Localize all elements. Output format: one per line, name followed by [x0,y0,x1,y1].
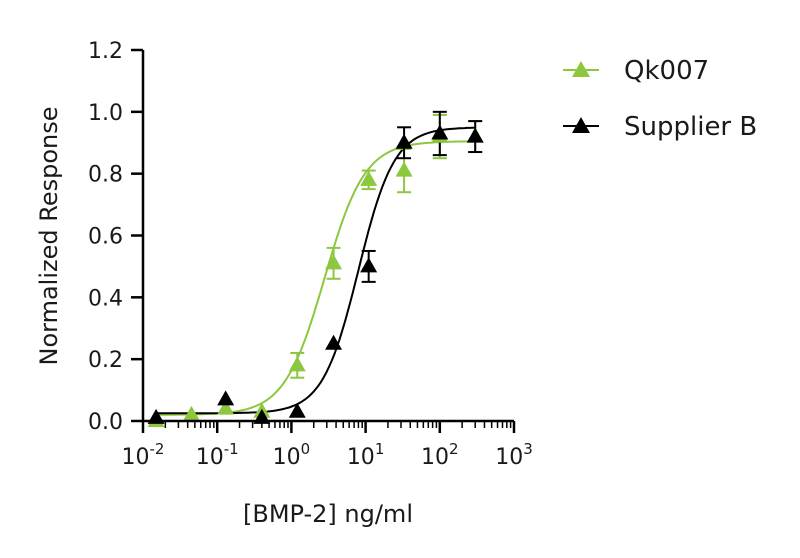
y-tick-label: 1.2 [88,39,123,64]
x-tick-label: 10-1 [196,440,239,470]
legend-marker-supplier-b [572,117,590,133]
data-point-series-1 [466,127,484,143]
y-tick-label: 0.4 [88,286,123,311]
error-bars [290,110,483,379]
y-tick-label: 0.8 [88,163,123,188]
axes [141,50,514,423]
x-tick-exponent: -2 [150,440,165,458]
x-tick-base: 10 [196,445,224,470]
x-tick-exponent: 3 [523,440,533,458]
legend-item-qk007: Qk007 [563,56,709,86]
data-markers [147,124,484,427]
x-tick-label: 100 [273,440,311,470]
data-point-series-1 [360,257,378,273]
x-tick-exponent: 1 [375,440,385,458]
data-point-series-1 [395,133,413,149]
x-tick-exponent: -1 [224,440,239,458]
fit-curve-series-0 [156,140,476,416]
legend-item-supplier-b: Supplier B [563,112,757,142]
x-tick-exponent: 0 [301,440,311,458]
data-point-series-1 [217,390,235,406]
data-point-series-0 [360,170,378,186]
fit-curve-series-1 [156,126,476,415]
data-point-series-1 [288,402,306,418]
y-tick-label: 1.0 [88,101,123,126]
y-tick-label: 0.0 [88,410,123,435]
x-tick-label: 102 [421,440,459,470]
data-point-series-0 [325,254,343,270]
legend-label-qk007: Qk007 [624,56,709,86]
data-point-series-0 [217,399,235,415]
x-tick-base: 10 [495,445,523,470]
data-point-series-0 [395,161,413,177]
x-tick-exponent: 2 [449,440,459,458]
x-tick-base: 10 [273,445,301,470]
x-tick-label: 10-2 [122,440,165,470]
legend: Qk007 Supplier B [563,56,757,142]
legend-label-supplier-b: Supplier B [624,112,757,142]
fit-curves [156,126,476,416]
y-tick-label: 0.6 [88,225,123,250]
y-axis-title: Normalized Response [35,107,63,366]
y-tick-label: 0.2 [88,348,123,373]
x-tick-label: 103 [495,440,533,470]
x-tick-base: 10 [421,445,449,470]
data-point-series-0 [288,356,306,372]
data-point-series-0 [182,405,200,421]
x-axis-title: [BMP-2] ng/ml [243,500,413,528]
legend-marker-qk007 [572,61,590,77]
axis-ticks: 10-2 10-1 100 101 102 1030.00.20.40.60.81.01.… [88,39,533,470]
x-tick-base: 10 [122,445,150,470]
data-point-series-1 [431,124,449,140]
x-tick-base: 10 [347,445,375,470]
data-point-series-1 [325,334,343,350]
x-tick-label: 101 [347,440,385,470]
